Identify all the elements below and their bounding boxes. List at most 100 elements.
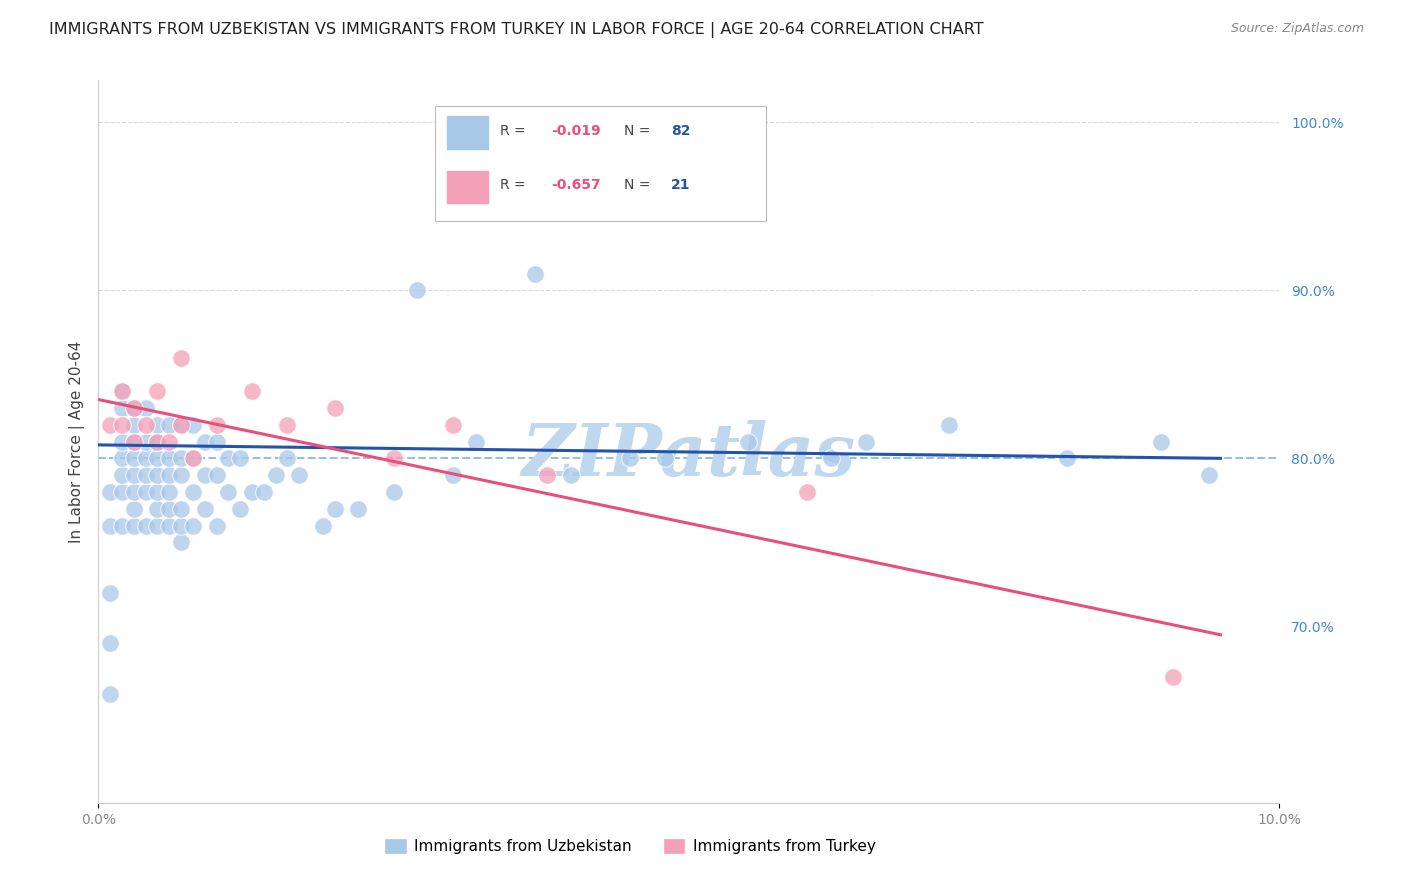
- Point: [181, 451, 204, 466]
- Point: [111, 434, 134, 449]
- Point: [323, 501, 346, 516]
- Point: [135, 434, 157, 449]
- Point: [146, 417, 169, 432]
- Point: [157, 417, 180, 432]
- Point: [135, 417, 157, 432]
- Point: [253, 485, 276, 500]
- Point: [170, 518, 193, 533]
- Point: [264, 468, 287, 483]
- Point: [194, 468, 217, 483]
- Point: [122, 417, 145, 432]
- Point: [111, 401, 134, 415]
- Point: [111, 468, 134, 483]
- Point: [205, 518, 228, 533]
- Point: [122, 401, 145, 415]
- Point: [938, 417, 960, 432]
- Legend: Immigrants from Uzbekistan, Immigrants from Turkey: Immigrants from Uzbekistan, Immigrants f…: [378, 832, 882, 860]
- Point: [276, 417, 298, 432]
- Text: -0.019: -0.019: [551, 124, 600, 138]
- Point: [111, 384, 134, 398]
- Point: [98, 518, 121, 533]
- Point: [135, 401, 157, 415]
- Point: [122, 468, 145, 483]
- Text: Source: ZipAtlas.com: Source: ZipAtlas.com: [1230, 22, 1364, 36]
- Point: [146, 451, 169, 466]
- Text: R =: R =: [501, 124, 530, 138]
- Point: [170, 535, 193, 549]
- Point: [157, 434, 180, 449]
- Point: [146, 485, 169, 500]
- Point: [122, 451, 145, 466]
- Point: [205, 434, 228, 449]
- Point: [170, 417, 193, 432]
- Point: [170, 417, 193, 432]
- Point: [170, 351, 193, 365]
- Point: [111, 485, 134, 500]
- Point: [194, 501, 217, 516]
- Point: [122, 485, 145, 500]
- Point: [654, 451, 676, 466]
- Point: [382, 485, 405, 500]
- Point: [1150, 434, 1173, 449]
- Bar: [447, 116, 488, 149]
- Point: [465, 434, 488, 449]
- Point: [288, 468, 311, 483]
- Point: [157, 518, 180, 533]
- Point: [146, 434, 169, 449]
- Point: [135, 451, 157, 466]
- Point: [217, 485, 239, 500]
- Point: [135, 518, 157, 533]
- Point: [146, 468, 169, 483]
- Point: [441, 417, 464, 432]
- Point: [122, 518, 145, 533]
- Text: -0.657: -0.657: [551, 178, 600, 192]
- Bar: [447, 170, 488, 203]
- Point: [98, 417, 121, 432]
- Point: [441, 468, 464, 483]
- Point: [111, 417, 134, 432]
- Point: [240, 384, 263, 398]
- Point: [98, 636, 121, 650]
- Point: [796, 485, 818, 500]
- Point: [1161, 670, 1184, 684]
- Point: [146, 434, 169, 449]
- Point: [146, 501, 169, 516]
- Point: [194, 434, 217, 449]
- Point: [1198, 468, 1220, 483]
- Point: [217, 451, 239, 466]
- Point: [122, 501, 145, 516]
- Point: [1056, 451, 1078, 466]
- Point: [157, 501, 180, 516]
- Point: [111, 518, 134, 533]
- Point: [229, 451, 252, 466]
- Point: [146, 518, 169, 533]
- Y-axis label: In Labor Force | Age 20-64: In Labor Force | Age 20-64: [69, 341, 84, 542]
- Point: [170, 451, 193, 466]
- Point: [181, 518, 204, 533]
- Point: [111, 384, 134, 398]
- Point: [536, 468, 558, 483]
- Point: [146, 384, 169, 398]
- Point: [524, 267, 547, 281]
- Point: [98, 485, 121, 500]
- Text: R =: R =: [501, 178, 530, 192]
- Point: [122, 434, 145, 449]
- Text: N =: N =: [624, 178, 655, 192]
- Point: [157, 451, 180, 466]
- Text: IMMIGRANTS FROM UZBEKISTAN VS IMMIGRANTS FROM TURKEY IN LABOR FORCE | AGE 20-64 : IMMIGRANTS FROM UZBEKISTAN VS IMMIGRANTS…: [49, 22, 984, 38]
- Point: [347, 501, 370, 516]
- Point: [98, 687, 121, 701]
- Point: [312, 518, 335, 533]
- Point: [240, 485, 263, 500]
- Point: [181, 451, 204, 466]
- Text: 21: 21: [671, 178, 690, 192]
- Point: [122, 434, 145, 449]
- Point: [170, 501, 193, 516]
- Text: 82: 82: [671, 124, 690, 138]
- Point: [205, 417, 228, 432]
- Point: [181, 417, 204, 432]
- Point: [737, 434, 759, 449]
- Point: [181, 485, 204, 500]
- Point: [323, 401, 346, 415]
- Point: [560, 468, 582, 483]
